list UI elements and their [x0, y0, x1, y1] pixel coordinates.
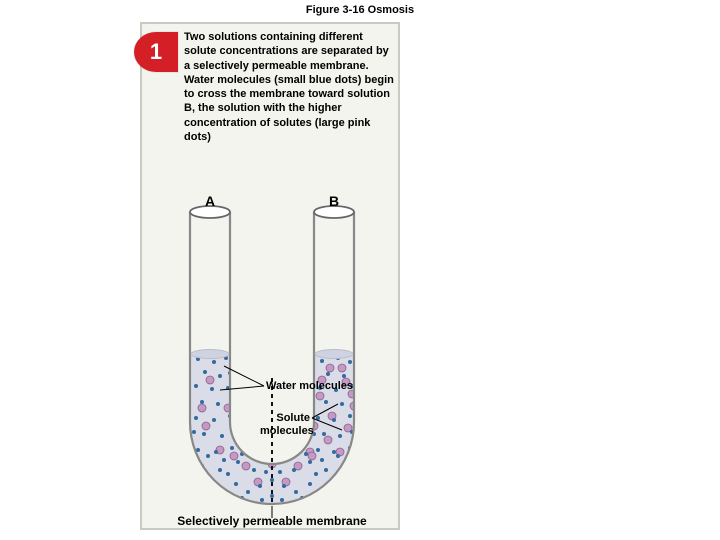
osmosis-svg: A B	[142, 194, 402, 534]
tube-label-a: A	[205, 194, 215, 209]
liquid-surface-b	[315, 350, 353, 359]
diagram-area: A B Water molecules Solute molecules Sel…	[142, 194, 402, 534]
liquid-surface-a	[191, 350, 229, 359]
figure-description: Two solutions containing different solut…	[184, 30, 394, 144]
callout-solute: Solute molecules	[260, 412, 310, 437]
step-number-badge: 1	[134, 32, 178, 72]
tube-label-b: B	[329, 194, 339, 209]
callout-water: Water molecules	[266, 380, 353, 393]
figure-title: Figure 3-16 Osmosis	[0, 4, 720, 16]
figure-panel: 1 Two solutions containing different sol…	[140, 22, 400, 530]
callout-membrane: Selectively permeable membrane	[142, 514, 402, 528]
